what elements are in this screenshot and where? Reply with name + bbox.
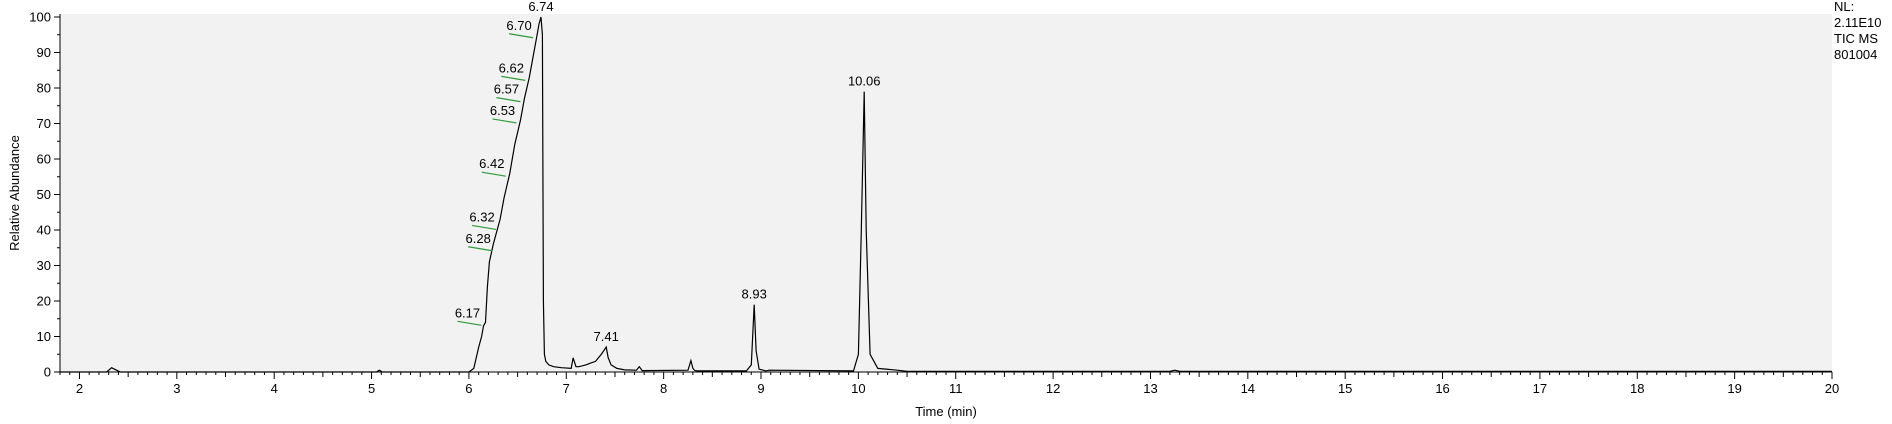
info-line: NL:: [1834, 0, 1854, 14]
x-tick-label: 8: [660, 381, 667, 396]
plot-background: [60, 14, 1832, 372]
y-tick-label: 30: [37, 258, 51, 273]
y-tick-label: 40: [37, 223, 51, 238]
peak-marker: [471, 224, 497, 231]
peak-label: 6.62: [499, 60, 524, 75]
peak-label: 6.74: [528, 0, 553, 14]
peak-label: 6.28: [466, 231, 491, 246]
peak-label: 6.53: [490, 103, 515, 118]
y-axis: 0 10 20 30 40 50 60 70 80 90 100: [29, 10, 61, 380]
peak-label: 10.06: [848, 74, 881, 89]
y-tick-label: 10: [37, 329, 51, 344]
peak-label: 6.70: [506, 18, 531, 33]
x-tick-label: 19: [1727, 381, 1741, 396]
y-tick-label: 50: [37, 187, 51, 202]
y-tick-label: 80: [37, 81, 51, 96]
x-tick-label: 16: [1435, 381, 1449, 396]
y-tick-label: 70: [37, 116, 51, 131]
peak-label: 6.32: [469, 209, 494, 224]
x-axis: 2 3 4 5 6 7 8 9 10 11 12 13 14 15 16 17 18 19 20: [59, 371, 1839, 396]
peak-marker: [492, 118, 517, 124]
x-tick-label: 4: [271, 381, 278, 396]
y-axis-title: Relative Abundance: [7, 135, 22, 251]
peak-marker: [468, 246, 493, 252]
y-tick-label: 20: [37, 294, 51, 309]
peak-label: 7.41: [594, 329, 619, 344]
x-tick-label: 10: [851, 381, 865, 396]
peak-label: 6.17: [455, 305, 480, 320]
x-tick-label: 5: [368, 381, 375, 396]
x-tick-label: 14: [1241, 381, 1255, 396]
peak-label: 6.42: [479, 156, 504, 171]
y-tick-label: 90: [37, 45, 51, 60]
x-tick-label: 18: [1630, 381, 1644, 396]
info-line: TIC MS: [1834, 31, 1878, 46]
x-tick-label: 20: [1825, 381, 1839, 396]
x-tick-label: 7: [563, 381, 570, 396]
peak-label: 6.57: [494, 82, 519, 97]
x-axis-title: Time (min): [915, 404, 977, 419]
x-tick-label: 17: [1533, 381, 1547, 396]
info-line: 801004: [1834, 47, 1877, 62]
peak-marker: [496, 97, 521, 103]
x-tick-label: 2: [76, 381, 83, 396]
x-tick-label: 3: [173, 381, 180, 396]
x-tick-label: 13: [1143, 381, 1157, 396]
x-tick-label: 9: [757, 381, 764, 396]
x-tick-label: 15: [1338, 381, 1352, 396]
peak-marker: [501, 75, 526, 81]
x-tick-label: 6: [465, 381, 472, 396]
peak-marker: [481, 171, 506, 177]
y-tick-label: 0: [44, 365, 51, 380]
info-line: 2.11E10: [1834, 15, 1881, 30]
peak-marker: [457, 320, 482, 326]
x-tick-label: 11: [949, 381, 963, 396]
peak-markers: 6.74 6.70 6.62 6.57 6.53 6.42 6.32 6.28 6.17 7.41…: [455, 0, 881, 344]
y-tick-label: 100: [29, 10, 51, 25]
peak-label: 8.93: [742, 287, 767, 302]
peak-marker: [508, 33, 534, 39]
tic-trace-line: [60, 16, 1832, 373]
x-tick-label: 12: [1046, 381, 1060, 396]
y-tick-label: 60: [37, 152, 51, 167]
